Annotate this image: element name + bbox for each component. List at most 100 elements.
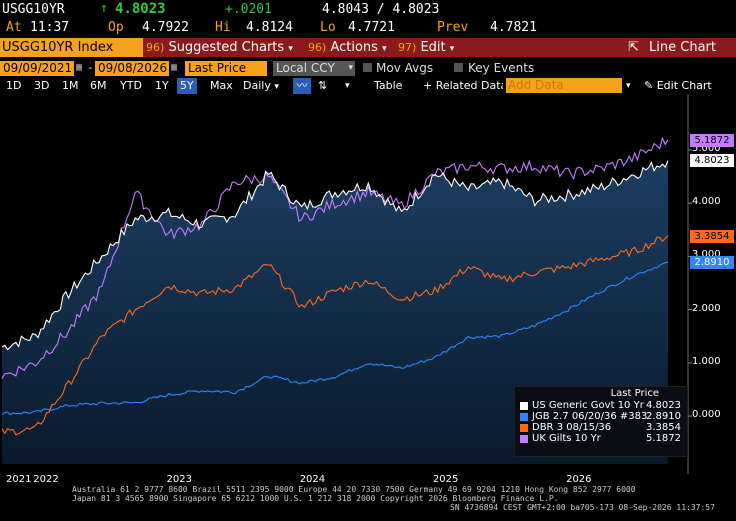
edit-num: 97) [398,41,417,54]
edit-menu[interactable]: 97) Edit ▾ [398,38,454,59]
currency-select[interactable]: Local CCY ▾ [273,61,355,76]
price-chart[interactable] [0,94,736,474]
last-price: 4.8023 [115,1,166,17]
dropdown-arrow-icon: ▾ [274,82,279,92]
last-value-tag: 2.8910 [690,256,734,270]
suggested-num: 96) [146,41,165,54]
pencil-icon: ✎ [644,79,654,92]
actions-menu[interactable]: 96) Actions ▾ [308,38,387,59]
y-tick-label: 2.000 [692,302,721,314]
expand-icon: ⇱ [628,40,639,55]
x-tick-label: 2026 [566,474,592,485]
legend-value: 4.8023 [646,400,681,411]
footer: Australia 61 2 9777 8600 Brazil 5511 239… [0,483,736,521]
x-tick-label: 2021 [6,474,32,485]
end-date-input[interactable]: 09/08/2026 [95,61,169,76]
bar-style-icon[interactable]: ⇅ [318,79,328,92]
y-tick-label: 0.000 [692,409,721,421]
series-line-1 [1,261,669,416]
mov-avgs-checkbox[interactable] [363,63,372,72]
last-value-tag: 4.8023 [690,154,734,168]
legend-label: JGB 2.7 06/20/36 #383 [532,411,648,422]
legend-item-dbr: DBR 3 08/15/36 3.3854 [515,422,687,433]
table-button[interactable]: Table [374,79,403,92]
series-line-2 [1,235,669,436]
line-chart-button[interactable]: ⇱ Line Chart [628,38,716,57]
prev-value: 4.7821 [490,20,537,35]
dropdown-arrow-icon: ▾ [382,44,387,54]
edit-chart-label: Edit Chart [656,79,712,92]
calendar-icon[interactable]: ▦ [76,62,83,73]
add-data-input[interactable]: Add Data [506,78,622,93]
actions-label: Actions [330,40,378,55]
ticker-label[interactable]: USGG10YR [2,2,65,17]
calendar-icon[interactable]: ▦ [171,62,178,73]
low-label: Lo [320,20,336,35]
range-1y[interactable]: 1Y [155,79,169,92]
start-date-input[interactable]: 09/09/2021 [0,61,74,76]
open-label: Op [108,20,124,35]
legend-label: US Generic Govt 10 Yr [532,400,644,411]
dropdown-arrow-icon[interactable]: ▾ [345,81,350,91]
legend-value: 5.1872 [646,433,681,444]
last-value-tag: 5.1872 [690,133,734,147]
range-6m[interactable]: 6M [90,79,107,92]
toolbar [0,38,736,57]
field-select[interactable]: Last Price [185,61,267,76]
legend-header: Last Price [610,388,659,399]
legend-label: UK Gilts 10 Yr [532,433,601,444]
x-tick-label: 2025 [432,474,459,485]
legend-swatch [520,413,528,421]
legend-value: 3.3854 [646,422,681,433]
line-chart-label: Line Chart [649,40,716,55]
key-events-label: Key Events [468,61,535,75]
legend-item-us: US Generic Govt 10 Yr 4.8023 [515,400,687,411]
y-tick-label: 5.000 [692,142,721,154]
high-value: 4.8124 [246,20,293,35]
y-tick-label: 3.000 [692,249,721,261]
edit-chart-button[interactable]: ✎ Edit Chart [644,78,712,94]
legend-value: 2.8910 [646,411,681,422]
range-bar: 1D 3D 1M 6M YTD 1Y 5Y Max Daily ▾ 〰 ⇅ ▾ … [0,78,736,94]
series-line-0 [1,160,669,351]
legend-label: DBR 3 08/15/36 [532,422,612,433]
prev-label: Prev [437,20,469,35]
bid-ask: 4.8043 / 4.8023 [322,2,440,17]
quote-line: USGG10YR ↑ 4.8023 +.0201 4.8043 / 4.8023 [0,0,736,19]
frequency-select[interactable]: Daily ▾ [243,78,279,95]
dropdown-arrow-icon[interactable]: ▾ [626,81,631,91]
footer-contacts: Australia 61 2 9777 8600 Brazil 5511 239… [72,485,636,494]
range-1m[interactable]: 1M [62,79,79,92]
suggested-charts-menu[interactable]: 96) Suggested Charts ▾ [146,38,293,59]
security-field[interactable]: USGG10YR Index [0,38,143,57]
related-data-button[interactable]: + Related Data [423,79,503,92]
currency-label: Local CCY [276,61,335,75]
mov-avgs-label: Mov Avgs [376,61,434,75]
x-tick-label: 2023 [166,474,192,485]
range-1d[interactable]: 1D [6,79,22,92]
frequency-label: Daily [243,79,271,92]
low-value: 4.7721 [348,20,395,35]
quote-time: 11:37 [30,20,70,35]
high-label: Hi [215,20,231,35]
range-ytd[interactable]: YTD [120,79,142,92]
quote-stats: At 11:37 Op 4.7922 Hi 4.8124 Lo 4.7721 P… [0,19,736,37]
dropdown-arrow-icon: ▾ [288,44,293,54]
line-style-icon[interactable]: 〰 [293,78,311,94]
date-separator: - [87,61,94,74]
key-events-checkbox[interactable] [454,63,463,72]
legend-item-uk: UK Gilts 10 Yr 5.1872 [515,433,687,444]
open-value: 4.7922 [142,20,189,35]
at-label: At [6,20,22,35]
range-3d[interactable]: 3D [34,79,50,92]
us-area-fill [2,160,668,464]
last-value-tag: 3.3854 [690,229,734,243]
legend-item-jgb: JGB 2.7 06/20/36 #383 2.8910 [515,411,687,422]
range-5y[interactable]: 5Y [177,78,197,94]
legend-swatch [520,435,528,443]
edit-label: Edit [420,40,446,55]
y-tick-label: 1.000 [692,355,721,367]
range-max[interactable]: Max [210,79,233,92]
dropdown-arrow-icon: ▾ [348,63,353,73]
dropdown-arrow-icon: ▾ [449,44,455,54]
